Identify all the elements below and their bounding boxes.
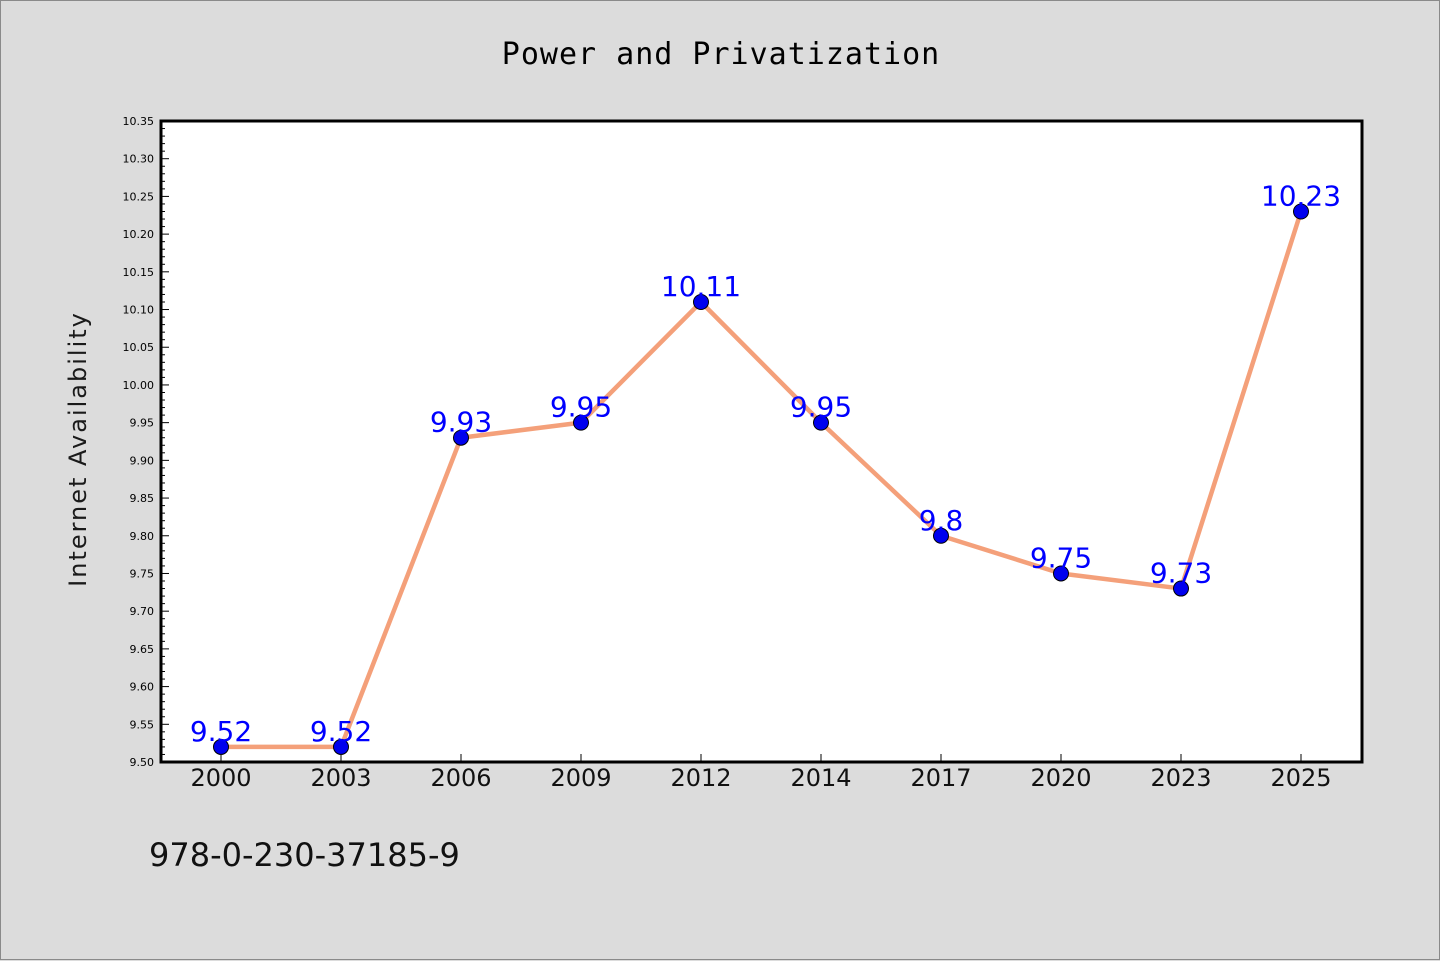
data-point — [573, 414, 589, 431]
y-tick-label: 10.10 — [123, 304, 155, 317]
y-tick-label: 9.50 — [130, 756, 155, 769]
data-label: 9.75 — [1030, 541, 1092, 574]
data-point — [813, 414, 829, 431]
data-point — [453, 429, 469, 446]
y-tick-label: 10.05 — [123, 341, 155, 354]
x-tick-label: 2009 — [550, 764, 611, 792]
y-tick-label: 9.65 — [130, 643, 155, 656]
y-tick-label: 9.95 — [130, 417, 155, 430]
y-tick-label: 9.75 — [130, 567, 155, 580]
y-tick-label: 9.85 — [130, 492, 155, 505]
data-point — [213, 738, 229, 755]
y-tick-label: 10.20 — [123, 228, 155, 241]
y-tick-label: 9.80 — [130, 530, 155, 543]
data-label: 9.95 — [790, 391, 852, 424]
data-point — [693, 293, 709, 310]
data-labels: 9.52 9.52 9.93 9.95 10.11 9.95 9.8 9.75 9.73 10.2… — [190, 179, 1341, 747]
data-label: 10.11 — [661, 270, 741, 303]
y-axis-label: Internet Availability — [64, 311, 92, 587]
data-label: 9.93 — [430, 406, 492, 439]
x-tick-label: 2017 — [910, 764, 971, 792]
data-point — [1053, 565, 1069, 582]
data-label: 10.23 — [1261, 179, 1341, 212]
y-tick-label: 9.60 — [130, 681, 155, 694]
plot-area — [161, 121, 1362, 762]
data-point — [1293, 203, 1309, 220]
series-line — [213, 203, 1309, 755]
chart-title: Power and Privatization — [502, 37, 940, 72]
data-label: 9.52 — [190, 715, 252, 748]
y-tick-label: 10.35 — [123, 115, 155, 128]
data-point — [933, 527, 949, 544]
plot-frame — [159, 119, 1364, 764]
x-tick-label: 2006 — [430, 764, 491, 792]
x-tick-label: 2023 — [1150, 764, 1211, 792]
data-point — [1173, 580, 1189, 597]
isbn-text: 978-0-230-37185-9 — [149, 836, 460, 874]
y-tick-label: 9.90 — [130, 454, 155, 467]
data-label: 9.8 — [919, 504, 964, 537]
data-label: 9.73 — [1150, 557, 1212, 590]
x-tick-label: 2003 — [310, 764, 371, 792]
y-tick-label: 9.70 — [130, 605, 155, 618]
y-tick-label: 10.00 — [123, 379, 155, 392]
x-tick-label: 2012 — [670, 764, 731, 792]
y-tick-label: 10.25 — [123, 190, 155, 203]
data-point — [333, 738, 349, 755]
x-axis-ticks: 2000 2003 2006 2009 2012 2014 2017 2020 2023 2025 — [190, 754, 1332, 792]
series-line-path — [221, 210, 1304, 750]
y-tick-label: 9.55 — [130, 718, 155, 731]
data-label: 9.52 — [310, 715, 372, 748]
data-label: 9.95 — [550, 391, 612, 424]
x-tick-label: 2014 — [790, 764, 851, 792]
x-tick-label: 2025 — [1270, 764, 1331, 792]
y-tick-label: 10.30 — [123, 153, 155, 166]
x-tick-label: 2000 — [190, 764, 251, 792]
x-tick-label: 2020 — [1030, 764, 1091, 792]
y-tick-label: 10.15 — [123, 266, 155, 279]
